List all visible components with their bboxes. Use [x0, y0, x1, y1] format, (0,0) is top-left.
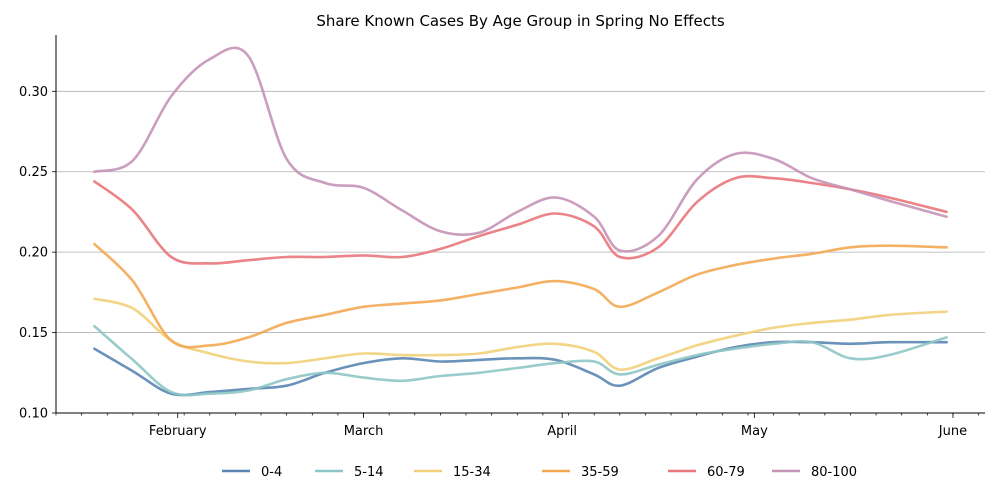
series-line-35-59 [93, 242, 948, 349]
series-lines [93, 46, 948, 397]
legend-label-60-79: 60-79 [707, 465, 745, 480]
legend-label-5-14: 5-14 [354, 465, 384, 480]
y-tick-label: 0.15 [19, 326, 48, 341]
y-tick-label: 0.30 [19, 85, 48, 100]
series-line-60-79 [93, 174, 948, 265]
x-tick-label: March [344, 424, 384, 439]
y-tick-label: 0.25 [19, 165, 48, 180]
y-tick-label: 0.20 [19, 246, 48, 261]
series-line-5-14 [93, 324, 948, 397]
axes: 0.10 0.15 0.20 0.25 0.30 February March April Ma… [19, 35, 985, 439]
x-tick-label: June [938, 424, 967, 439]
y-tick-label: 0.10 [19, 407, 48, 422]
legend-label-15-34: 15-34 [453, 465, 491, 480]
series-line-15-34 [93, 297, 948, 371]
gridlines [56, 90, 985, 333]
x-tick-label: April [547, 424, 577, 439]
legend-label-35-59: 35-59 [581, 465, 619, 480]
legend: 0-4 5-14 15-34 35-59 60-79 80-100 [222, 465, 857, 480]
x-tick-label: February [149, 424, 207, 439]
legend-label-0-4: 0-4 [261, 465, 282, 480]
series-line-80-100 [93, 46, 948, 253]
x-tick-label: May [741, 424, 768, 439]
chart-title: Share Known Cases By Age Group in Spring… [316, 12, 725, 30]
legend-label-80-100: 80-100 [811, 465, 857, 480]
